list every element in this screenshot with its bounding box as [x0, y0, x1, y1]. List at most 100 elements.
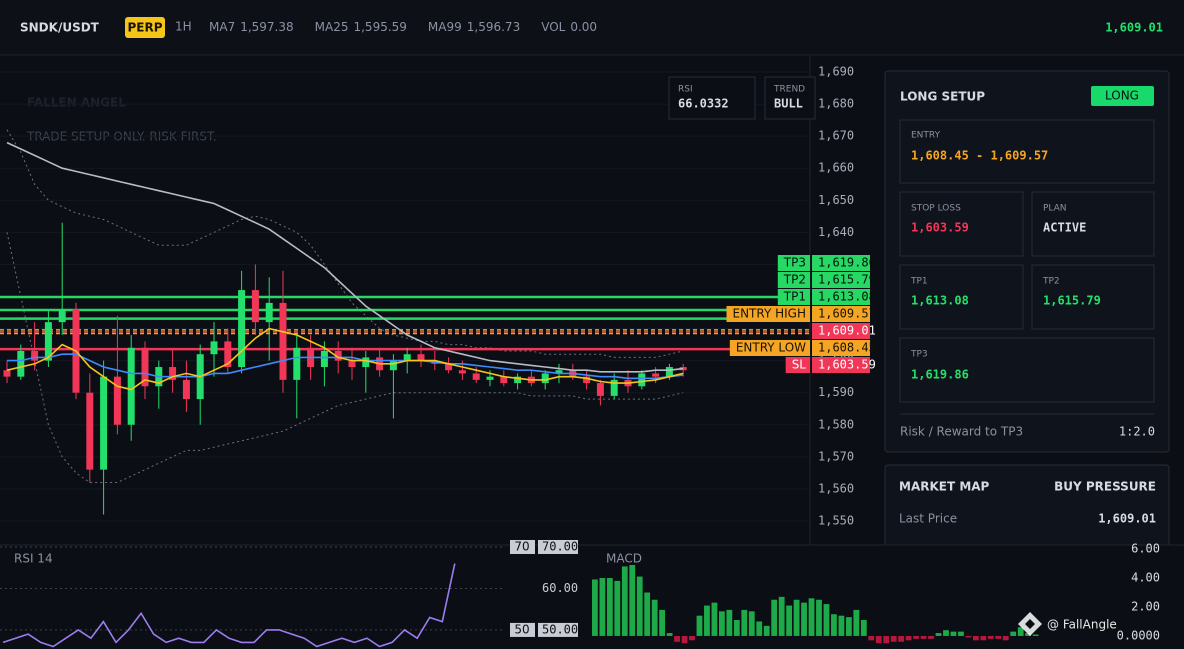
macd-bar: [704, 605, 710, 636]
candle-body: [403, 354, 411, 361]
candle-body: [362, 357, 370, 368]
card-label: TP1: [910, 277, 928, 287]
macd-bar: [651, 599, 658, 636]
tag-name: TP2: [783, 273, 806, 287]
macd-bar: [726, 609, 733, 636]
rr-value: 1:2.0: [1119, 425, 1155, 439]
macd-bar: [965, 635, 972, 638]
header-bar: [0, 0, 1184, 55]
rsi-pane: 70.00 60.00 50.00 70 50: [0, 539, 578, 648]
ma-line: [7, 353, 684, 380]
macd-bar: [950, 631, 957, 636]
last-price: 1,609.01: [1105, 21, 1163, 35]
candle-body: [445, 363, 453, 371]
macd-bar: [711, 602, 718, 636]
macd-bar: [928, 635, 934, 639]
macd-bar: [860, 620, 867, 636]
candle-body: [17, 351, 25, 377]
stat-label: MA7: [209, 20, 235, 34]
level-tag-bg: [510, 622, 535, 637]
macd-bar: [823, 604, 830, 636]
pressure: BUY PRESSURE: [1054, 480, 1156, 494]
macd-pane: 6.00 4.00 2.00 0.0000: [592, 542, 1160, 644]
macd-bar: [972, 635, 979, 641]
candle-body: [596, 383, 604, 396]
rsi-line: [2, 563, 456, 648]
macd-bar: [987, 635, 994, 639]
rsi-box-label: RSI: [678, 85, 693, 95]
market-type: PERP: [127, 21, 162, 35]
candle-body: [293, 347, 301, 380]
tag-value: 1,603.59: [818, 358, 876, 372]
macd-bar: [935, 633, 942, 636]
macd-bar: [786, 605, 793, 636]
band: [6, 232, 684, 483]
macd-bar: [875, 635, 882, 644]
macd-bar: [943, 630, 949, 636]
card: [1031, 264, 1155, 330]
macd-bar: [636, 576, 643, 636]
macd-bar: [621, 566, 628, 636]
row-value: 1,609.01: [1098, 512, 1156, 526]
macd-bar: [1010, 631, 1017, 636]
price-pane: [0, 71, 810, 522]
macd-bar: [1017, 627, 1024, 636]
card: [1031, 191, 1155, 257]
candle-body: [31, 351, 39, 361]
macd-bar: [756, 621, 763, 636]
y-tick-label: 1,670: [818, 129, 854, 143]
ma-line: [6, 327, 684, 391]
stat-label: MA25: [315, 20, 349, 34]
candle-body: [169, 367, 177, 380]
candle-body: [541, 373, 549, 384]
tag-name: TP1: [783, 290, 806, 304]
macd-bar: [778, 596, 785, 636]
macd-bar: [733, 620, 740, 636]
macd-bar: [1002, 635, 1009, 641]
market-map: [884, 464, 1170, 556]
tag-bg: [785, 357, 810, 373]
macd-bar: [748, 611, 755, 636]
macd-bar: [644, 592, 651, 636]
candle-body: [238, 290, 246, 368]
watermark-title: FALLEN ANGEL: [27, 96, 126, 110]
macd-bar: [980, 635, 987, 641]
card: [899, 337, 1155, 403]
macd-bar: [898, 635, 905, 642]
candle-body: [265, 302, 273, 323]
level-tag: 50: [514, 622, 529, 636]
macd-bar: [890, 635, 897, 642]
y-tick-label: 1,580: [818, 417, 854, 431]
candle-body: [486, 376, 494, 380]
y-tick-label: 50.00: [542, 622, 578, 636]
candle-body: [224, 341, 232, 368]
macd-bar: [808, 598, 815, 636]
market-map-title: MARKET MAP: [899, 480, 990, 494]
y-tick-label: 1,690: [818, 65, 854, 79]
tag-bg: [777, 255, 810, 271]
macd-bar: [920, 635, 927, 639]
tag-value: 1,619.86: [818, 256, 876, 270]
macd-bar: [659, 609, 666, 636]
y-tick-label: 1,560: [818, 481, 854, 495]
card-label: PLAN: [1043, 204, 1067, 214]
stats: MA7 1,597.38 MA25 1,595.59 MA99 1,596.73 VOL 0.…: [209, 20, 597, 34]
trend-value: BULL: [774, 97, 803, 111]
card-label: STOP LOSS: [911, 204, 961, 214]
macd-bar: [614, 580, 621, 636]
tag-bg: [777, 272, 810, 288]
macd-bar: [629, 564, 636, 636]
brand-icon: [1018, 612, 1042, 636]
macd-bar: [689, 635, 695, 641]
candle-body: [210, 341, 218, 355]
macd-bar: [599, 578, 606, 636]
y-tick-label: 1,550: [818, 513, 854, 527]
panel-title: LONG SETUP: [900, 90, 985, 104]
macd-bar: [831, 614, 837, 636]
level-tags: 1,619.86 TP3 1,615.79 TP2 1,613.08 TP1 1,609.5…: [726, 255, 876, 373]
y-tick-label: 1,640: [818, 225, 854, 239]
tag-bg: [812, 255, 870, 271]
macd-bar: [958, 631, 964, 636]
macd-bar: [741, 609, 748, 636]
candle-body: [472, 373, 480, 380]
